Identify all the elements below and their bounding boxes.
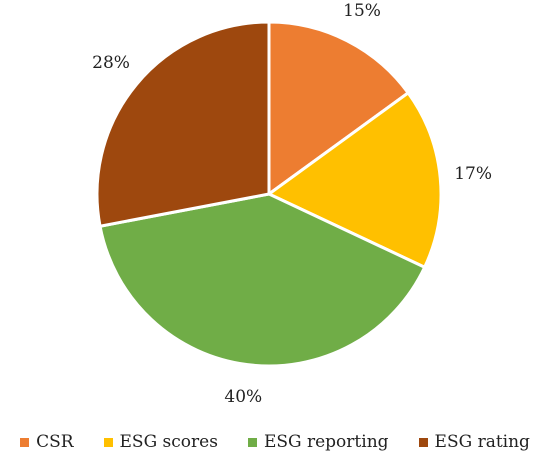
pie-chart: 15% 17% 40% 28%	[92, 1, 492, 407]
legend-item-csr: CSR	[20, 432, 74, 452]
pie-slice-csr	[267, 20, 411, 197]
pie-slices	[95, 20, 443, 368]
legend-swatch	[103, 437, 113, 447]
data-label-esg-reporting: 40%	[224, 387, 262, 407]
legend-label: ESG reporting	[263, 432, 389, 452]
data-label-esg-rating: 28%	[92, 53, 130, 73]
legend-item-esg-reporting: ESG reporting	[247, 432, 389, 452]
data-label-csr: 15%	[343, 1, 381, 21]
legend: CSR ESG scores ESG reporting ESG rating	[0, 426, 550, 458]
legend-swatch	[20, 437, 30, 447]
pie-slice-esg-scores	[266, 90, 443, 270]
pie-labels: 15% 17% 40% 28%	[92, 1, 492, 407]
legend-item-esg-rating: ESG rating	[418, 432, 530, 452]
legend-item-esg-scores: ESG scores	[103, 432, 218, 452]
legend-swatch	[247, 437, 257, 447]
legend-label: ESG scores	[119, 432, 218, 452]
pie-slice-esg-rating	[95, 20, 271, 228]
legend-label: ESG rating	[434, 432, 530, 452]
legend-label: CSR	[36, 432, 74, 452]
pie-slice-esg-reporting	[98, 192, 427, 368]
data-label-esg-scores: 17%	[454, 164, 492, 184]
legend-swatch	[418, 437, 428, 447]
